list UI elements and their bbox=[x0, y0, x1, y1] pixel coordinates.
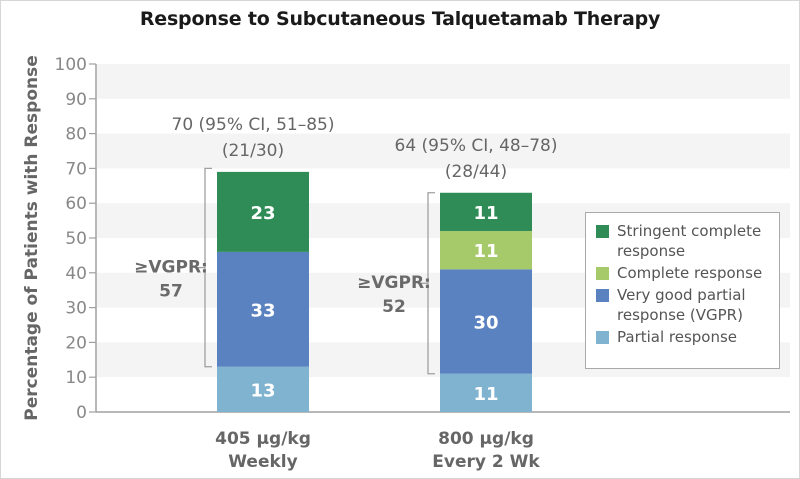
vgpr-value: 57 bbox=[159, 282, 183, 302]
total-label: 70 (95% CI, 51–85) bbox=[172, 115, 335, 135]
data-label: 13 bbox=[250, 380, 275, 401]
y-axis: 0 10 20 30 40 50 60 70 80 90 100 bbox=[55, 55, 790, 423]
y-axis-label: Percentage of Patients with Response bbox=[22, 55, 42, 421]
legend-label-line2: response bbox=[617, 242, 686, 260]
y-tick-label: 70 bbox=[65, 159, 87, 179]
grid-band bbox=[97, 64, 790, 99]
legend-item: Complete response bbox=[596, 263, 771, 283]
y-tick-label: 50 bbox=[65, 229, 87, 249]
bar-segment-complete-response bbox=[440, 231, 532, 270]
legend: Stringent complete response Complete res… bbox=[585, 212, 780, 369]
y-tick-label: 90 bbox=[65, 90, 87, 110]
data-label: 11 bbox=[473, 384, 498, 405]
x-tick-label-line2: Weekly bbox=[228, 452, 297, 472]
legend-label: Complete response bbox=[617, 264, 763, 282]
x-tick-label: 800 µg/kg bbox=[438, 429, 534, 449]
legend-label-line2: response (VGPR) bbox=[617, 306, 743, 324]
y-tick-label: 30 bbox=[65, 299, 87, 319]
y-tick-label: 40 bbox=[65, 264, 87, 284]
y-tick-label: 100 bbox=[55, 55, 87, 75]
y-tick-label: 20 bbox=[65, 333, 87, 353]
chart-title: Response to Subcutaneous Talquetamab The… bbox=[139, 8, 661, 30]
bar-segment-very-good-partial-response-vgpr bbox=[440, 269, 532, 374]
legend-swatch-complete bbox=[596, 267, 609, 280]
legend-label: Partial response bbox=[617, 328, 738, 346]
bar-segment-partial-response bbox=[217, 366, 309, 412]
data-label: 11 bbox=[473, 241, 498, 262]
legend-item: Stringent complete response bbox=[596, 221, 771, 261]
y-tick-label: 0 bbox=[76, 403, 87, 423]
annotations: 70 (95% CI, 51–85) (21/30) 64 (95% CI, 48–… bbox=[134, 115, 558, 375]
legend-swatch-stringent-complete bbox=[596, 225, 609, 238]
vgpr-label: ≥VGPR: bbox=[357, 273, 431, 293]
data-label: 30 bbox=[473, 313, 498, 334]
legend-item: Very good partial response (VGPR) bbox=[596, 285, 771, 325]
legend-swatch-vgpr bbox=[596, 289, 609, 302]
y-tick-label: 60 bbox=[65, 194, 87, 214]
legend-label: Stringent complete bbox=[617, 222, 762, 240]
legend-item: Partial response bbox=[596, 327, 771, 347]
data-label: 33 bbox=[250, 300, 275, 321]
bars: 13 33 23 11 30 11 11 bbox=[217, 171, 532, 412]
total-label: 64 (95% CI, 48–78) bbox=[395, 136, 558, 156]
y-tick-label: 80 bbox=[65, 125, 87, 145]
x-tick-labels: 405 µg/kg Weekly 800 µg/kg Every 2 Wk bbox=[215, 429, 540, 472]
data-label: 23 bbox=[250, 203, 275, 224]
bar-segment-stringent-complete-response bbox=[440, 192, 532, 232]
x-tick-label: 405 µg/kg bbox=[215, 429, 311, 449]
legend-label: Very good partial bbox=[617, 286, 746, 304]
bar-segment-stringent-complete-response bbox=[217, 171, 309, 252]
vgpr-value: 52 bbox=[382, 297, 406, 317]
x-tick-label-line2: Every 2 Wk bbox=[432, 452, 540, 472]
legend-swatch-partial bbox=[596, 331, 609, 344]
total-count-label: (21/30) bbox=[222, 141, 284, 161]
bar-segment-very-good-partial-response-vgpr bbox=[217, 251, 309, 367]
data-label: 11 bbox=[473, 203, 498, 224]
y-tick-label: 10 bbox=[65, 368, 87, 388]
grid-band bbox=[97, 133, 790, 169]
vgpr-label: ≥VGPR: bbox=[134, 258, 208, 278]
total-count-label: (28/44) bbox=[445, 162, 507, 182]
bar-segment-partial-response bbox=[440, 373, 532, 412]
